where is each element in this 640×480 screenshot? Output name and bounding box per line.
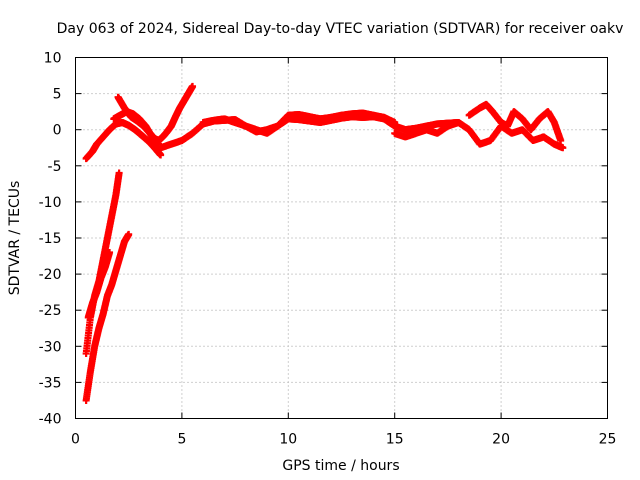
y-tick-label: -30 xyxy=(39,339,62,355)
x-tick-labels: 0 5 10 15 20 25 xyxy=(71,432,616,448)
data-points xyxy=(82,82,567,404)
data-point xyxy=(115,169,123,177)
chart-title: Day 063 of 2024, Sidereal Day-to-day VTE… xyxy=(57,21,624,37)
data-point xyxy=(189,82,197,90)
y-axis-label: SDTVAR / TECUs xyxy=(7,181,23,296)
data-point xyxy=(559,144,567,152)
data-point xyxy=(391,118,399,126)
grid xyxy=(75,57,608,419)
y-tick-label: 0 xyxy=(53,123,62,139)
x-tick-label: 10 xyxy=(279,432,297,448)
x-tick-label: 0 xyxy=(71,432,80,448)
series-arc-7 xyxy=(465,100,565,145)
series-arc-1 xyxy=(82,118,165,163)
x-tick-label: 20 xyxy=(492,432,510,448)
series-arc-5 xyxy=(199,109,399,137)
series-arc-9 xyxy=(82,230,133,404)
y-tick-labels: -40 -35 -30 -25 -20 -15 -10 -5 0 5 10 xyxy=(39,51,62,428)
x-tick-label: 5 xyxy=(177,432,186,448)
data-point xyxy=(106,248,114,256)
plot-frame xyxy=(75,57,608,419)
data-point xyxy=(557,137,565,145)
y-tick-label: -25 xyxy=(39,303,62,319)
data-point xyxy=(125,230,133,238)
series-arc-3 xyxy=(110,108,162,148)
y-tick-label: -15 xyxy=(39,231,62,247)
y-tick-label: 10 xyxy=(44,51,62,67)
y-tick-label: -40 xyxy=(39,412,62,428)
series-arc-10 xyxy=(84,248,114,321)
y-tick-label: -35 xyxy=(39,375,62,391)
series-arc-6 xyxy=(391,118,567,152)
x-axis-label: GPS time / hours xyxy=(282,458,399,474)
y-tick-label: -20 xyxy=(39,267,62,283)
y-tick-label: -10 xyxy=(39,195,62,211)
x-tick-label: 15 xyxy=(386,432,404,448)
data-point xyxy=(157,151,165,159)
y-tick-label: 5 xyxy=(53,87,62,103)
x-tick-label: 25 xyxy=(599,432,617,448)
y-tick-label: -5 xyxy=(48,159,62,175)
